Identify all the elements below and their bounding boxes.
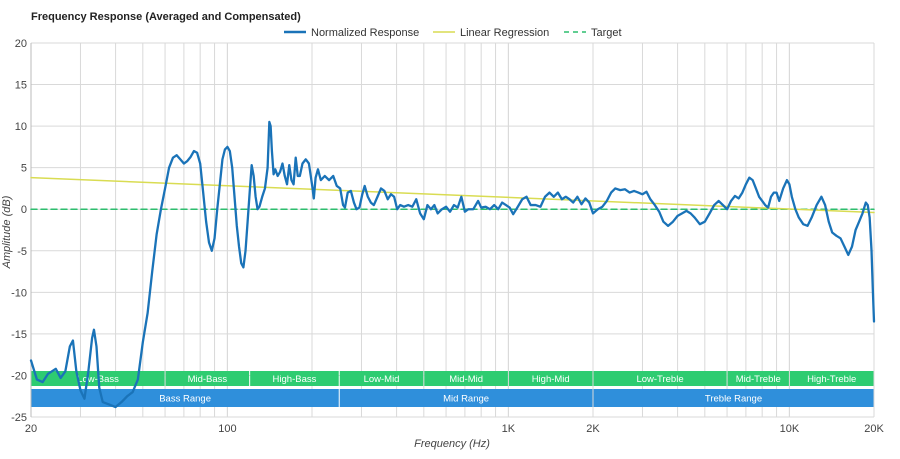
band-label-low-treble: Low-Treble [636, 374, 683, 385]
x-tick-label: 10K [780, 423, 800, 435]
y-tick-label: 5 [21, 163, 27, 175]
band-mid-mid [424, 371, 508, 386]
x-tick-label: 1K [502, 423, 516, 435]
y-tick-label: 20 [15, 38, 27, 50]
legend: Normalized Response Linear Regression Ta… [284, 27, 622, 39]
y-tick-label: 10 [15, 121, 27, 133]
x-axis-ticks: 20 100 1K 2K 10K 20K [25, 423, 885, 435]
band-label-high-mid: High-Mid [532, 374, 570, 385]
y-tick-label: -15 [11, 329, 27, 341]
band-label-low-mid: Low-Mid [364, 374, 400, 385]
x-tick-label: 20K [864, 423, 884, 435]
y-tick-label: -10 [11, 287, 27, 299]
legend-label-normalized-response: Normalized Response [311, 27, 419, 39]
range-mid-range [339, 389, 593, 407]
band-label-mid-treble: Mid-Treble [736, 374, 781, 385]
band-low-mid [339, 371, 424, 386]
band-label-high-treble: High-Treble [807, 374, 856, 385]
band-high-treble [789, 371, 874, 386]
legend-label-linear-regression: Linear Regression [460, 27, 549, 39]
frequency-bands: Low-Bass Mid-Bass High-Bass Low-Mid Mid-Mid H… [31, 371, 874, 386]
band-high-bass [250, 371, 339, 386]
series-layer [29, 120, 876, 409]
series-linear-regression [30, 176, 875, 214]
y-tick-label: -5 [17, 246, 27, 258]
series-normalized-response [29, 120, 876, 409]
frequency-ranges: Bass Range Mid Range Treble Range [31, 389, 874, 407]
band-label-high-bass: High-Bass [273, 374, 317, 385]
y-tick-label: 15 [15, 80, 27, 92]
range-label-bass-range: Bass Range [159, 394, 211, 405]
x-axis-label: Frequency (Hz) [414, 438, 490, 450]
legend-label-target: Target [591, 27, 622, 39]
y-axis-label: Amplitude (dB) [1, 195, 13, 269]
range-label-mid-range: Mid Range [443, 394, 489, 405]
band-label-mid-mid: Mid-Mid [449, 374, 483, 385]
x-tick-label: 100 [218, 423, 236, 435]
band-label-mid-bass: Mid-Bass [188, 374, 228, 385]
range-bass-range [31, 389, 339, 407]
band-low-treble [593, 371, 727, 386]
chart-title: Frequency Response (Averaged and Compens… [31, 11, 301, 23]
band-mid-treble [727, 371, 789, 386]
x-tick-label: 2K [586, 423, 600, 435]
range-treble-range [593, 389, 874, 407]
band-high-mid [508, 371, 593, 386]
y-tick-label: 0 [21, 204, 27, 216]
band-mid-bass [165, 371, 250, 386]
x-tick-label: 20 [25, 423, 37, 435]
y-tick-label: -20 [11, 370, 27, 382]
range-label-treble-range: Treble Range [705, 394, 762, 405]
y-axis-ticks: 20 15 10 5 0 -5 -10 -15 -20 -25 [11, 38, 27, 424]
y-tick-label: -25 [11, 412, 27, 424]
